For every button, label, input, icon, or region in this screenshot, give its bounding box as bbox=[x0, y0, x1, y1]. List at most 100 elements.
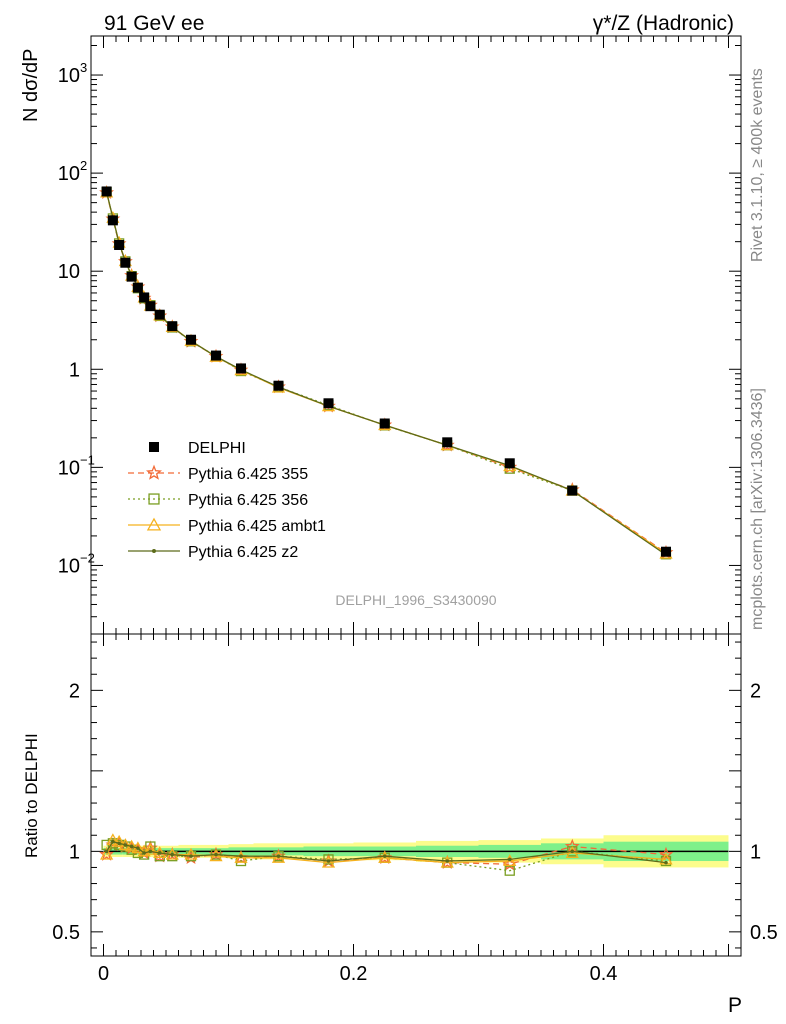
ratio-point bbox=[104, 849, 109, 854]
ratio-point bbox=[184, 847, 198, 860]
ratio-point bbox=[129, 844, 134, 849]
ratio-point bbox=[564, 838, 580, 853]
main-ytick-label-exp: −1 bbox=[80, 452, 95, 467]
legend-entry-pythia-6-425-ambt1: Pythia 6.425 ambt1 bbox=[128, 517, 326, 535]
data-point bbox=[107, 215, 118, 226]
ratio-point bbox=[214, 852, 218, 857]
x-tick-label: 0.2 bbox=[340, 963, 368, 985]
main-ytick-label: 10 bbox=[58, 163, 80, 185]
ratio-point bbox=[658, 846, 674, 861]
ratio-point bbox=[148, 849, 153, 854]
ratio-ytick-label-left: 1 bbox=[69, 841, 80, 863]
ratio-ytick-label-left: 0.5 bbox=[52, 922, 80, 944]
data-point bbox=[132, 282, 143, 293]
ratio-point bbox=[321, 855, 336, 868]
ratio-point bbox=[323, 854, 334, 865]
ratio-point bbox=[326, 859, 331, 863]
ratio-point bbox=[170, 852, 175, 857]
data-point bbox=[154, 309, 165, 320]
ratio-point bbox=[111, 839, 115, 844]
data-point bbox=[379, 418, 390, 429]
data-point bbox=[139, 292, 150, 303]
main-ylabel: N dσ/dP bbox=[20, 49, 42, 123]
data-point bbox=[442, 437, 453, 448]
main-ytick-label-exp: −2 bbox=[80, 550, 95, 565]
ratio-point bbox=[504, 865, 515, 876]
ratio-point bbox=[503, 854, 517, 867]
ratio-series-pythia-6-425-z2 bbox=[104, 839, 668, 865]
x-tick-label: 0.4 bbox=[590, 963, 618, 985]
main-ytick-label: 10 bbox=[58, 261, 80, 283]
ratio-ytick-label-right: 2 bbox=[750, 680, 761, 702]
ratio-point bbox=[507, 857, 512, 862]
ratio-point bbox=[157, 851, 162, 855]
legend-label: Pythia 6.425 ambt1 bbox=[188, 518, 326, 535]
main-ytick-label: 10 bbox=[58, 555, 80, 577]
ratio-point bbox=[142, 851, 146, 855]
main-series-delphi bbox=[101, 186, 671, 557]
ratio-point bbox=[382, 854, 387, 858]
data-point bbox=[186, 334, 196, 345]
legend-entry-delphi: DELPHI bbox=[149, 440, 246, 457]
main-ytick-label: 10 bbox=[58, 457, 80, 479]
main-ytick-label-exp: 2 bbox=[80, 158, 87, 173]
data-point bbox=[211, 350, 221, 361]
legend-label: DELPHI bbox=[188, 440, 246, 457]
ratio-point bbox=[239, 854, 243, 858]
data-point bbox=[101, 186, 112, 197]
legend-marker bbox=[146, 517, 162, 531]
legend-marker bbox=[148, 493, 160, 505]
ratio-point bbox=[123, 843, 128, 847]
ratio-point bbox=[234, 850, 248, 863]
data-point bbox=[504, 458, 515, 469]
data-point bbox=[120, 257, 131, 268]
ratio-point bbox=[271, 850, 286, 863]
ratio-point bbox=[100, 847, 114, 860]
data-point bbox=[661, 546, 671, 557]
ratio-point bbox=[112, 834, 126, 847]
legend-label: Pythia 6.425 z2 bbox=[188, 544, 298, 561]
ratio-ylabel: Ratio to DELPHI bbox=[22, 733, 41, 858]
ratio-point bbox=[276, 854, 281, 858]
main-ytick-label: 10 bbox=[58, 65, 80, 87]
header-left: 91 GeV ee bbox=[104, 12, 204, 35]
ratio-ytick-label-right: 1 bbox=[750, 841, 761, 863]
ratio-point bbox=[440, 855, 454, 868]
rivet-label: Rivet 3.1.10, ≥ 400k events bbox=[749, 68, 766, 262]
ratio-point bbox=[189, 854, 193, 858]
mcplots-label: mcplots.cern.ch [arXiv:1306.3436] bbox=[749, 388, 766, 630]
data-point bbox=[236, 363, 246, 374]
legend-marker bbox=[149, 442, 159, 452]
main-series-pythia-6-425-355 bbox=[99, 185, 674, 559]
legend-entry-pythia-6-425-355: Pythia 6.425 355 bbox=[128, 464, 308, 483]
ratio-ytick-label-right: 0.5 bbox=[750, 922, 778, 944]
ratio-point bbox=[106, 833, 120, 846]
ratio-frame bbox=[90, 633, 742, 957]
main-ytick-label-exp: 3 bbox=[80, 60, 87, 75]
data-point bbox=[323, 398, 334, 409]
data-point bbox=[145, 301, 156, 312]
ratio-point bbox=[136, 846, 140, 850]
ratio-series-line bbox=[106, 842, 667, 872]
header-right: γ*/Z (Hadronic) bbox=[593, 12, 734, 35]
legend-entry-pythia-6-425-356: Pythia 6.425 356 bbox=[128, 492, 308, 509]
main-series-pythia-6-425-ambt1 bbox=[100, 185, 673, 559]
ratio-point bbox=[209, 849, 223, 862]
legend-marker bbox=[152, 549, 156, 553]
ratio-point bbox=[117, 841, 121, 846]
ratio-point bbox=[378, 850, 392, 863]
main-ytick-label: 1 bbox=[69, 359, 80, 381]
ratio-point bbox=[99, 846, 114, 861]
data-point bbox=[167, 321, 178, 332]
legend-label: Pythia 6.425 355 bbox=[188, 466, 308, 483]
legend-entry-pythia-6-425-z2: Pythia 6.425 z2 bbox=[128, 544, 298, 561]
data-point bbox=[114, 239, 125, 250]
x-tick-label: 0 bbox=[98, 963, 109, 985]
ratio-point bbox=[143, 842, 157, 855]
data-point bbox=[567, 485, 578, 496]
legend: DELPHI Pythia 6.425 355 Pythia 6.425 356 Py… bbox=[128, 440, 326, 561]
ratio-point bbox=[445, 859, 450, 863]
legend-marker bbox=[145, 464, 163, 480]
ratio-point bbox=[664, 860, 668, 865]
